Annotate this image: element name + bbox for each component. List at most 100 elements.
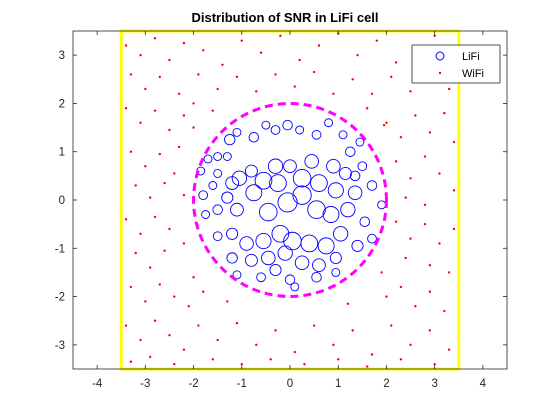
lifi-point (345, 146, 356, 157)
wifi-point (255, 343, 258, 347)
wifi-point (197, 324, 200, 327)
legend-lifi-label: LiFi (462, 51, 480, 63)
plot-area-background (73, 31, 507, 369)
wifi-point (173, 295, 176, 298)
wifi-point (148, 196, 152, 199)
wifi-point (235, 75, 239, 79)
lifi-point (357, 161, 368, 172)
wifi-point (153, 319, 157, 322)
wifi-point (394, 220, 398, 223)
wifi-point (409, 177, 412, 180)
wifi-point (124, 218, 128, 221)
lifi-point (244, 164, 258, 178)
wifi-point (182, 242, 186, 245)
lifi-point (295, 125, 305, 135)
lifi-point (231, 170, 248, 186)
lifi-point (221, 191, 234, 204)
lifi-point (347, 185, 363, 201)
lifi-point (322, 206, 340, 223)
lifi-point (367, 233, 377, 244)
wifi-point (370, 353, 374, 356)
wifi-point (380, 271, 383, 274)
y-tick-label: -2 (55, 292, 65, 304)
wifi-point (144, 87, 147, 91)
lifi-point (277, 245, 293, 261)
lifi-point (230, 202, 244, 217)
x-tick-label: -4 (92, 378, 103, 390)
wifi-point (370, 92, 374, 95)
wifi-point (279, 34, 282, 38)
wifi-point (274, 329, 277, 332)
lifi-point (198, 190, 209, 201)
y-tick-label: 2 (59, 98, 65, 110)
wifi-point (211, 358, 215, 361)
lifi-point (292, 185, 312, 205)
lifi-point (351, 239, 364, 252)
wifi-point (447, 271, 451, 274)
lifi-point (222, 152, 232, 161)
wifi-point (382, 123, 386, 127)
wifi-point (399, 285, 403, 289)
lifi-point (261, 120, 271, 130)
wifi-point (399, 358, 403, 361)
wifi-point (168, 58, 171, 62)
wifi-point (173, 172, 176, 175)
wifi-point (375, 39, 378, 42)
chart-title: Distribution of SNR in LiFi cell (191, 10, 378, 25)
wifi-point (303, 362, 306, 366)
lifi-point (307, 200, 326, 219)
wifi-point (433, 34, 436, 38)
lifi-point (332, 226, 349, 242)
wifi-point (182, 41, 186, 45)
lifi-point (290, 282, 300, 292)
lifi-point (269, 174, 287, 192)
x-tick-label: 2 (383, 378, 389, 390)
wifi-point (394, 160, 398, 163)
wifi-point (317, 44, 321, 47)
wifi-point (216, 87, 219, 91)
wifi-point (168, 128, 171, 132)
wifi-point (158, 283, 161, 286)
x-tick-label: 3 (431, 378, 437, 390)
wifi-point (423, 203, 427, 207)
lifi-point (326, 158, 341, 174)
wifi-point (404, 196, 407, 199)
wifi-point (394, 61, 398, 64)
lifi-point (300, 234, 319, 253)
wifi-point (148, 266, 152, 269)
wifi-point (192, 102, 195, 105)
y-tick-label: 0 (59, 195, 65, 207)
x-tick-label: 0 (287, 378, 293, 390)
lifi-point (282, 119, 293, 131)
wifi-point (158, 75, 161, 79)
wifi-point (409, 90, 412, 93)
wifi-point (428, 290, 432, 293)
wifi-point (153, 215, 157, 219)
lifi-point (255, 232, 272, 250)
wifi-point (399, 136, 403, 139)
lifi-point (270, 125, 281, 135)
lifi-point (329, 251, 342, 264)
wifi-point (129, 150, 133, 153)
lifi-point (324, 118, 334, 128)
lifi-point (226, 227, 239, 240)
legend-box (411, 44, 501, 84)
wifi-point (129, 360, 133, 363)
lifi-point (331, 267, 341, 277)
wifi-point (438, 242, 441, 245)
wifi-point (404, 256, 407, 260)
wifi-point (351, 78, 354, 81)
wifi-point (447, 348, 451, 351)
wifi-point (423, 155, 427, 158)
lifi-point (339, 166, 352, 180)
lifi-point (311, 129, 322, 140)
wifi-point (409, 343, 412, 347)
legend: LiFi WiFi (411, 44, 501, 84)
wifi-point (240, 362, 243, 366)
lifi-point (224, 133, 236, 146)
wifi-point (390, 324, 393, 327)
wifi-point (216, 338, 219, 342)
wifi-point (226, 300, 229, 303)
wifi-point (177, 145, 181, 149)
wifi-point (365, 365, 369, 368)
